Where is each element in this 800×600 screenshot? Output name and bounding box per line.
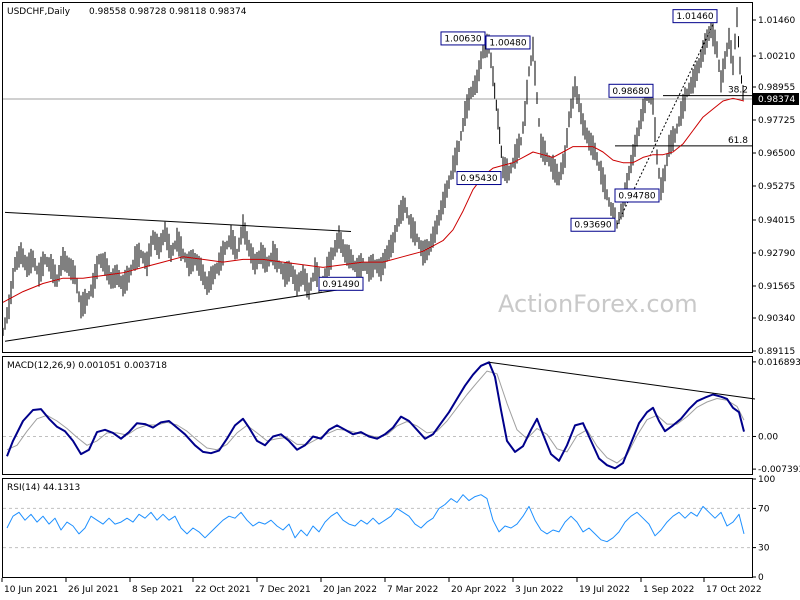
price-annotation-box <box>456 171 502 186</box>
price-annotation-label: 0.94780 <box>618 191 655 201</box>
price-y-tick-label: 0.98955 <box>758 83 795 93</box>
x-tick-label: 1 Sep 2022 <box>643 585 694 595</box>
price-y-tick-label: 0.91565 <box>758 282 795 292</box>
price-y-tick-label: 1.01460 <box>758 16 795 26</box>
macd-y-tick-label: 0.016893 <box>758 358 800 368</box>
x-tick-label: 7 Dec 2021 <box>259 585 311 595</box>
x-tick-label: 26 Jul 2021 <box>68 585 119 595</box>
price-annotation-label: 0.98680 <box>612 87 649 97</box>
price-annotation-label: 0.93690 <box>574 221 611 231</box>
macd-line <box>6 361 745 470</box>
macd-panel-title: MACD(12,26,9) 0.001051 0.003718 <box>7 361 167 371</box>
price-layer: 38.2 61.8 1.01460 1.00630 1.00480 0.98680 0.95… <box>2 7 752 342</box>
price-annotation-label: 1.01460 <box>676 12 713 22</box>
price-annotation-box <box>318 276 364 291</box>
price-y-tick-label: 0.96500 <box>758 149 795 159</box>
price-annotation-box <box>440 31 486 46</box>
x-tick-label: 8 Sep 2021 <box>132 585 183 595</box>
rsi-layer <box>3 494 752 549</box>
price-y-tick-label: 0.94015 <box>758 216 795 226</box>
rsi-panel-title: RSI(14) 44.1313 <box>7 483 80 493</box>
price-y-tick-label: 1.00210 <box>758 52 795 62</box>
x-tick-label: 3 Jun 2022 <box>515 585 563 595</box>
x-tick-label: 10 Jun 2021 <box>4 585 58 595</box>
x-tick-label: 20 Apr 2022 <box>451 585 507 595</box>
rsi-panel-frame <box>2 478 753 578</box>
current-price-badge <box>753 93 799 106</box>
macd-trendline <box>488 361 756 400</box>
axis-layer: 1.01460 1.00210 0.98955 0.97725 0.96500 0.952… <box>1 16 800 595</box>
macd-y-tick-label: -0.007393 <box>758 465 800 475</box>
rsi-y-tick-label: 0 <box>758 573 764 583</box>
macd-signal-line <box>6 370 745 464</box>
price-annotation-box <box>608 83 654 98</box>
macd-y-tick-label: 0.00 <box>758 432 778 442</box>
price-annotation-box <box>570 217 616 232</box>
price-annotation-box <box>672 9 718 24</box>
watermark: ActionForex.com <box>498 290 698 318</box>
macd-layer <box>3 361 756 470</box>
price-annotation-box <box>485 35 531 50</box>
price-y-tick-label: 0.90340 <box>758 314 795 324</box>
price-panel-frame <box>2 2 753 353</box>
macd-panel-frame <box>2 356 753 475</box>
rsi-y-tick-label: 30 <box>758 544 770 554</box>
price-y-tick-label: 0.97725 <box>758 116 795 126</box>
trendline-triangle-upper <box>4 211 352 232</box>
chart-ohlc: 0.98558 0.98728 0.98118 0.98374 <box>89 7 247 17</box>
rsi-y-tick-label: 100 <box>758 475 775 485</box>
x-tick-label: 17 Oct 2022 <box>706 585 762 595</box>
price-y-tick-label: 0.95275 <box>758 182 795 192</box>
price-annotation-label: 0.91490 <box>322 280 359 290</box>
price-annotation-label: 1.00480 <box>489 38 526 48</box>
current-price-label: 0.98374 <box>758 95 795 105</box>
fib-level-label: 38.2 <box>728 86 748 96</box>
trendline-fib-projection <box>616 15 718 225</box>
price-annotation-label: 0.95430 <box>460 174 497 184</box>
price-y-tick-label: 0.92790 <box>758 249 795 259</box>
x-tick-label: 22 Oct 2021 <box>195 585 251 595</box>
price-y-tick-label: 0.89115 <box>758 347 795 357</box>
x-tick-label: 7 Mar 2022 <box>387 585 438 595</box>
trendline-triangle-lower <box>4 287 352 342</box>
rsi-line <box>6 494 745 543</box>
chart-symbol: USDCHF,Daily <box>7 7 71 17</box>
fib-level-label: 61.8 <box>728 136 748 146</box>
x-tick-label: 19 Jul 2022 <box>579 585 630 595</box>
x-tick-label: 20 Jan 2022 <box>323 585 377 595</box>
rsi-y-tick-label: 70 <box>758 504 770 514</box>
price-annotation-box <box>614 188 660 203</box>
price-annotation-label: 1.00630 <box>444 34 481 44</box>
